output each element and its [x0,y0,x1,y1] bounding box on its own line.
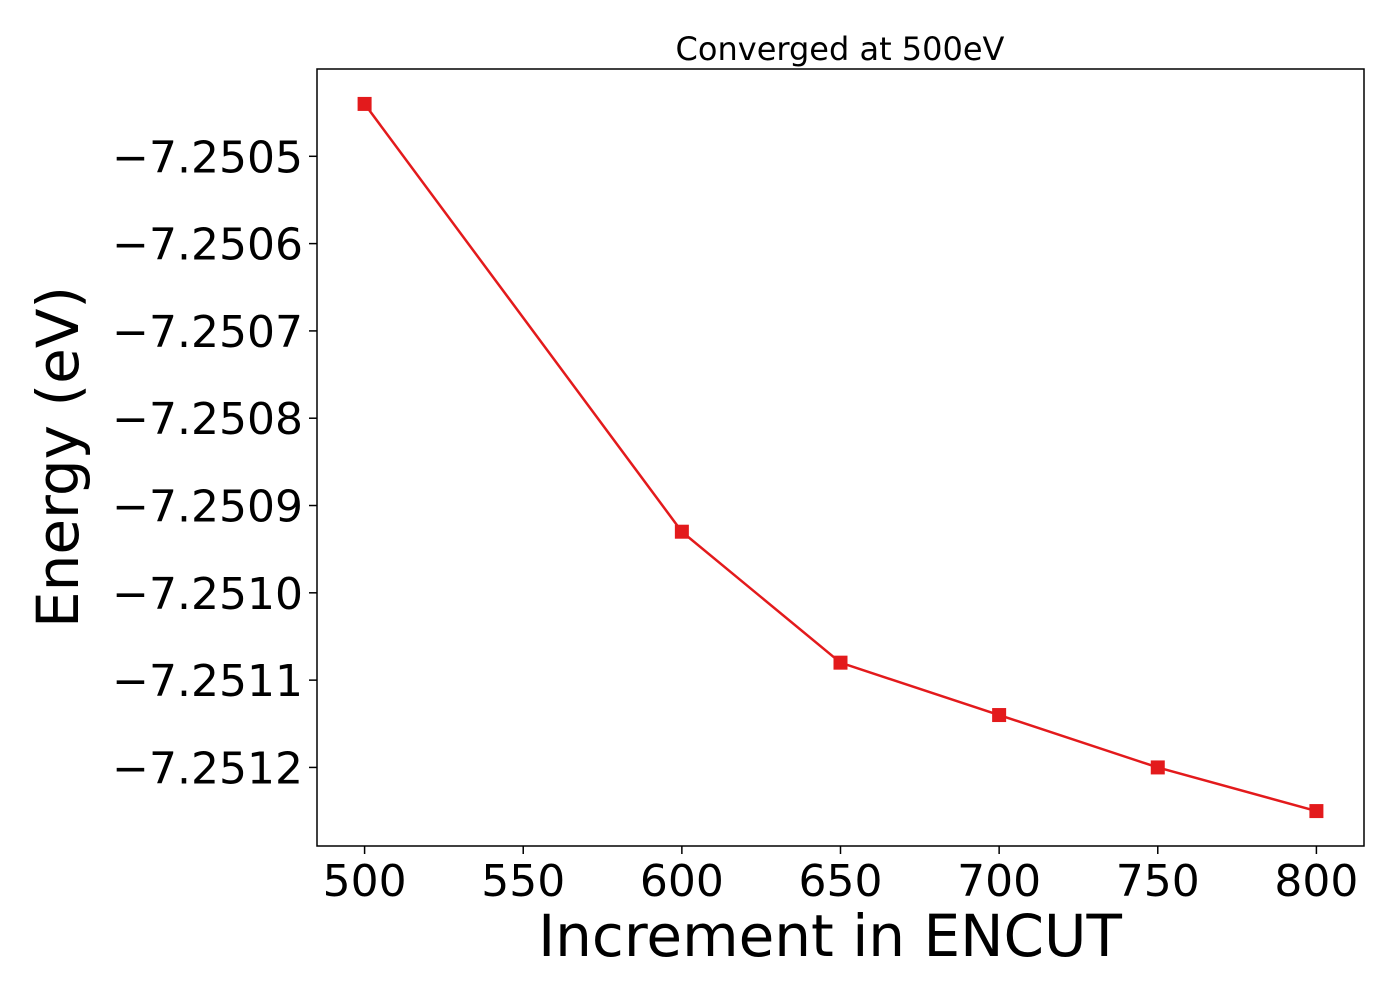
axes-frame [316,68,1365,847]
y-tick-label: −7.2506 [112,220,303,271]
y-tick-label: −7.2508 [112,394,303,445]
y-tick-label: −7.2507 [112,307,303,358]
y-tick-label: −7.2509 [112,482,303,533]
plot-area [316,68,1365,847]
data-point-marker [674,524,689,539]
data-point-marker [357,96,372,111]
data-point-marker [992,708,1007,723]
x-tick-label: 750 [1116,856,1200,907]
y-tick-label: −7.2512 [112,743,303,794]
x-axis-label: Increment in ENCUT [538,902,1122,970]
y-axis-ticks: −7.2505 −7.2506 −7.2507 −7.2508 −7.2509 −7.25… [112,132,317,794]
chart-title: Converged at 500eV [676,30,1005,68]
x-axis-ticks: 500 550 600 650 700 750 800 [323,846,1358,907]
data-point-marker [833,655,848,670]
x-tick-label: 700 [957,856,1041,907]
x-tick-label: 600 [640,856,724,907]
series-line [363,103,1317,813]
y-tick-label: −7.2505 [112,132,303,183]
data-point-marker [1150,760,1165,775]
x-tick-label: 550 [481,856,565,907]
x-tick-label: 500 [323,856,407,907]
x-tick-label: 650 [799,856,883,907]
y-tick-label: −7.2510 [112,569,303,620]
y-tick-label: −7.2511 [112,656,303,707]
data-point-marker [1309,804,1324,819]
x-tick-label: 800 [1274,856,1358,907]
y-axis-label: Energy (eV) [24,286,92,628]
